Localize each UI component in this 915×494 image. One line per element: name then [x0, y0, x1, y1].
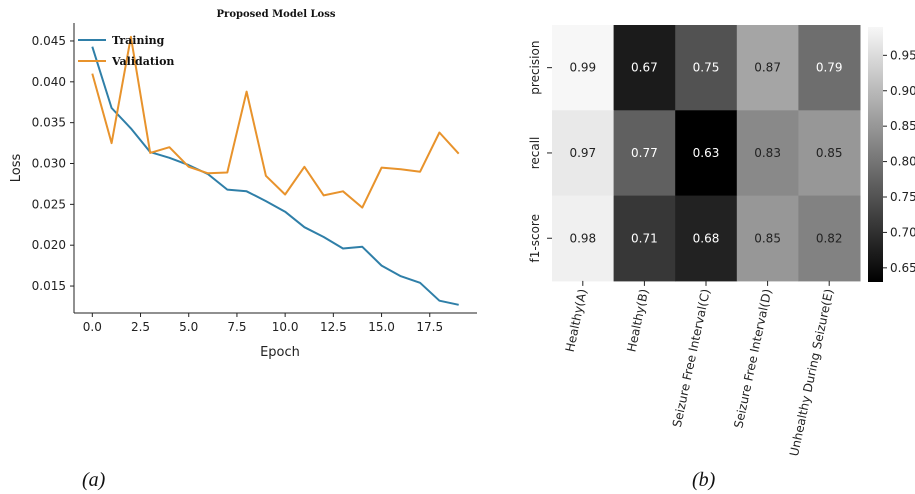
- heatmap-cell: [798, 110, 861, 197]
- line-x-tick-label: 12.5: [320, 320, 347, 334]
- line-x-tick-label: 17.5: [416, 320, 443, 334]
- line-x-tick-label: 2.5: [131, 320, 150, 334]
- heatmap-row-label: f1-score: [528, 214, 542, 262]
- heatmap-cell-label: 0.68: [693, 231, 720, 245]
- colorbar-tick-label: 0.95: [890, 48, 915, 62]
- heatmap-cell-label: 0.77: [631, 146, 658, 160]
- heatmap-cell-label: 0.85: [754, 231, 781, 245]
- colorbar-gradient: [868, 27, 883, 282]
- heatmap-column-label: Seizure Free Interval(D): [731, 288, 774, 430]
- line-chart-title: Proposed Model Loss: [217, 9, 336, 20]
- line-y-axis-label: Loss: [9, 154, 24, 183]
- caption-b: (b): [692, 469, 716, 491]
- heatmap-cell-label: 0.98: [569, 231, 596, 245]
- heatmap-cell-label: 0.87: [754, 61, 781, 75]
- heatmap-cell-label: 0.85: [816, 146, 843, 160]
- heatmap-cell: [736, 195, 799, 282]
- heatmap-cell: [736, 25, 799, 111]
- heatmap-cell: [613, 25, 676, 111]
- heatmap-row-label: precision: [528, 41, 542, 95]
- colorbar-tick-label: 0.80: [890, 155, 915, 169]
- heatmap-cell: [675, 110, 738, 197]
- line-series-training: [91, 46, 459, 306]
- line-y-tick-label: 0.045: [32, 34, 66, 48]
- heatmap-cell-label: 0.67: [631, 61, 658, 75]
- line-chart: Proposed Model Loss 0.0 2.5 5.0 7.5 10.0 12.5…: [9, 9, 477, 360]
- line-y-ticks: 0.015 0.020 0.025 0.030 0.035 0.040 0.045: [32, 34, 74, 293]
- line-x-tick-label: 15.0: [368, 320, 395, 334]
- heatmap-cell: [552, 195, 615, 282]
- heatmap-cell-label: 0.79: [816, 61, 843, 75]
- colorbar-tick-label: 0.70: [890, 225, 915, 239]
- heatmap-chart: 0.99 0.67 0.75 0.87 0.79 0.97 0.77 0.63 0.83 0.85…: [528, 25, 915, 457]
- heatmap-cell-label: 0.97: [569, 146, 596, 160]
- line-legend: Training Validation: [78, 34, 174, 68]
- heatmap-cell: [675, 195, 738, 282]
- legend-training-label: Training: [112, 34, 165, 47]
- heatmap-cell-label: 0.71: [631, 231, 658, 245]
- legend-validation-label: Validation: [111, 55, 174, 68]
- heatmap-column-label: Unhealthy During Seizure(E): [787, 288, 836, 458]
- line-x-tick-label: 0.0: [83, 320, 102, 334]
- heatmap-cell: [552, 25, 615, 111]
- heatmap-cell: [613, 195, 676, 282]
- heatmap-cell-label: 0.63: [693, 146, 720, 160]
- heatmap-cell: [613, 110, 676, 197]
- line-y-tick-label: 0.040: [32, 75, 66, 89]
- heatmap-cells: 0.99 0.67 0.75 0.87 0.79 0.97 0.77 0.63 0.83 0.85…: [552, 25, 861, 282]
- heatmap-cell-label: 0.82: [816, 231, 843, 245]
- heatmap-column-label: Healthy(A): [563, 288, 590, 354]
- heatmap-cell: [798, 25, 861, 111]
- line-series-group: [91, 35, 460, 306]
- heatmap-cell-label: 0.83: [754, 146, 781, 160]
- line-x-tick-label: 7.5: [227, 320, 246, 334]
- heatmap-row-labels: precision recall f1-score: [528, 41, 552, 262]
- line-y-tick-label: 0.025: [32, 197, 66, 211]
- colorbar-tick-label: 0.75: [890, 190, 915, 204]
- caption-a: (a): [82, 469, 106, 491]
- heatmap-column-label: Seizure Free Interval(C): [670, 288, 713, 429]
- heatmap-cell: [552, 110, 615, 197]
- heatmap-cell: [736, 110, 799, 197]
- heatmap-cell-label: 0.75: [693, 61, 720, 75]
- line-x-axis-label: Epoch: [260, 345, 300, 360]
- heatmap-column-labels: Healthy(A) Healthy(B) Seizure Free Interva…: [563, 280, 836, 458]
- line-x-tick-label: 5.0: [179, 320, 198, 334]
- line-x-ticks: 0.0 2.5 5.0 7.5 10.0 12.5 15.0 17.5: [83, 313, 443, 334]
- line-series-validation: [91, 35, 460, 209]
- heatmap-colorbar: 0.65 0.70 0.75 0.80 0.85 0.90 0.95: [868, 27, 915, 282]
- heatmap-column-label: Healthy(B): [624, 288, 651, 354]
- line-y-tick-label: 0.015: [32, 279, 66, 293]
- line-y-tick-label: 0.030: [32, 157, 66, 171]
- colorbar-tick-label: 0.65: [890, 261, 915, 275]
- heatmap-cell-label: 0.99: [569, 61, 596, 75]
- colorbar-tick-label: 0.85: [890, 119, 915, 133]
- line-y-tick-label: 0.020: [32, 238, 66, 252]
- heatmap-row-label: recall: [528, 137, 542, 170]
- line-y-tick-label: 0.035: [32, 116, 66, 130]
- line-x-tick-label: 10.0: [272, 320, 299, 334]
- colorbar-tick-label: 0.90: [890, 84, 915, 98]
- heatmap-cell: [675, 25, 738, 111]
- heatmap-cell: [798, 195, 861, 282]
